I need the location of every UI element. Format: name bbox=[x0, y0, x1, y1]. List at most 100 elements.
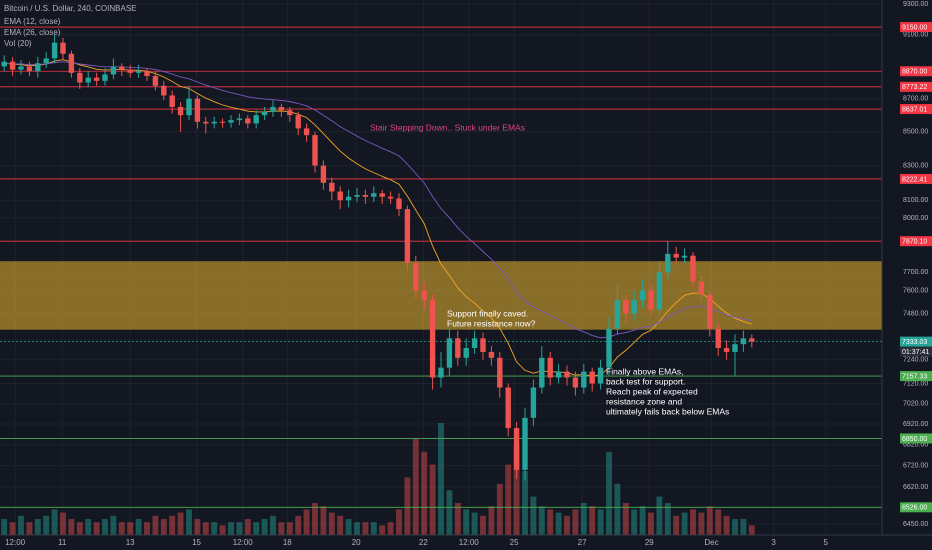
volume-bar bbox=[404, 477, 411, 535]
candle-body bbox=[51, 42, 58, 59]
volume-bar bbox=[244, 519, 251, 535]
volume-bar bbox=[354, 522, 360, 535]
volume-bar bbox=[639, 506, 646, 535]
candle-body bbox=[606, 328, 612, 368]
y-tick-label: 9100.00 bbox=[903, 32, 928, 39]
candle-body bbox=[102, 74, 108, 81]
candle-body bbox=[161, 85, 167, 96]
y-tick-label: 8300.00 bbox=[903, 162, 928, 169]
chart-title: Bitcoin / U.S. Dollar, 240, COINBASE bbox=[4, 4, 137, 13]
volume-bar bbox=[748, 525, 755, 535]
candle-body bbox=[413, 263, 419, 291]
candle-body bbox=[539, 357, 545, 388]
annotation: ultimately fails back below EMAs bbox=[606, 406, 729, 416]
y-tick-label: 7240.00 bbox=[903, 357, 928, 364]
candle-body bbox=[673, 253, 679, 258]
volume-bar bbox=[303, 509, 310, 535]
volume-bar bbox=[631, 509, 638, 535]
volume-bar bbox=[270, 515, 276, 535]
volume-bar bbox=[580, 503, 587, 535]
candle-body bbox=[26, 66, 33, 72]
level-label-box bbox=[900, 236, 932, 247]
y-tick-label: 8100.00 bbox=[903, 197, 928, 204]
candle-body bbox=[639, 290, 646, 301]
volume-bar bbox=[538, 506, 545, 535]
volume-bar bbox=[236, 522, 243, 535]
volume-bar bbox=[337, 515, 344, 535]
volume-bar bbox=[387, 522, 394, 535]
candle-body bbox=[429, 300, 436, 378]
candle-body bbox=[68, 53, 75, 73]
volume-bar bbox=[555, 512, 562, 535]
volume-bar bbox=[253, 522, 260, 535]
volume-bar bbox=[85, 519, 92, 535]
candle-body bbox=[18, 66, 24, 70]
y-tick-label: 6920.00 bbox=[903, 421, 928, 428]
candle-body bbox=[85, 77, 91, 83]
y-tick-label: 6450.00 bbox=[903, 521, 928, 528]
candle-body bbox=[211, 121, 217, 124]
candle-body bbox=[261, 111, 268, 116]
legend-entry: Vol (20) bbox=[4, 39, 32, 48]
volume-bar bbox=[118, 522, 125, 535]
axis-layer: 12:00 11 13 15 12:00 18 20 22 12:00 25 27 29 Dec 3 5 93… bbox=[5, 1, 932, 547]
candle-body bbox=[312, 135, 318, 166]
candle-body bbox=[135, 71, 142, 73]
candle-body bbox=[648, 290, 654, 310]
volume-bar bbox=[144, 522, 150, 535]
candle-body bbox=[379, 193, 385, 197]
volume-bar bbox=[732, 519, 738, 535]
annotation: Stair Stepping Down.. Stuck under EMAs bbox=[370, 122, 525, 132]
candle-body bbox=[463, 348, 469, 358]
candle-body bbox=[1, 61, 7, 67]
x-tick-label: 25 bbox=[510, 538, 519, 547]
candle-body bbox=[404, 209, 411, 264]
volume-bar bbox=[480, 515, 486, 535]
y-tick-label: 7480.00 bbox=[903, 310, 928, 317]
volume-bar bbox=[496, 483, 503, 535]
level-label: 9150.00 bbox=[902, 24, 927, 31]
x-tick-label: 18 bbox=[283, 538, 292, 547]
annotation: back test for support. bbox=[606, 376, 685, 386]
x-tick-label: 11 bbox=[58, 538, 67, 547]
volume-bar bbox=[664, 503, 671, 535]
legend-entry: EMA (26, close) bbox=[4, 28, 61, 37]
candle-body bbox=[345, 196, 352, 201]
volume-bar bbox=[328, 512, 335, 535]
volume-bar bbox=[463, 509, 470, 535]
volume-bar bbox=[706, 506, 713, 535]
candle-body bbox=[438, 367, 444, 378]
volume-bar bbox=[177, 512, 184, 535]
candle-body bbox=[690, 255, 696, 282]
candle-body bbox=[119, 66, 125, 70]
candles-layer bbox=[1, 34, 755, 481]
candle-body bbox=[421, 290, 427, 301]
volume-bar bbox=[429, 464, 436, 535]
ema-line bbox=[4, 61, 752, 339]
volume-bar bbox=[505, 464, 512, 535]
annotation: Future resistance now? bbox=[447, 318, 536, 328]
candle-body bbox=[186, 98, 192, 116]
candle-body bbox=[35, 63, 41, 72]
volume-bar bbox=[320, 506, 327, 535]
x-tick-label: 12:00 bbox=[233, 538, 254, 547]
level-label-box bbox=[900, 173, 932, 184]
resistance-zone bbox=[0, 261, 882, 330]
candle-body bbox=[707, 294, 713, 329]
volume-bar bbox=[715, 509, 722, 535]
level-label: 6526.00 bbox=[902, 505, 927, 512]
candle-body bbox=[505, 387, 511, 429]
x-tick-label: 12:00 bbox=[5, 538, 26, 547]
levels-layer bbox=[0, 26, 882, 508]
x-tick-label: 20 bbox=[352, 538, 361, 547]
annotation: Reach peak of expected bbox=[606, 386, 698, 396]
volume-bar bbox=[572, 509, 579, 535]
candle-body bbox=[253, 115, 259, 124]
candle-body bbox=[631, 300, 637, 314]
level-label: 8773.22 bbox=[902, 84, 927, 91]
candle-body bbox=[354, 195, 360, 197]
annotation: resistance zone and bbox=[606, 396, 682, 406]
volume-bar bbox=[127, 522, 134, 535]
volume-bar bbox=[1, 519, 8, 535]
candle-body bbox=[497, 357, 503, 388]
